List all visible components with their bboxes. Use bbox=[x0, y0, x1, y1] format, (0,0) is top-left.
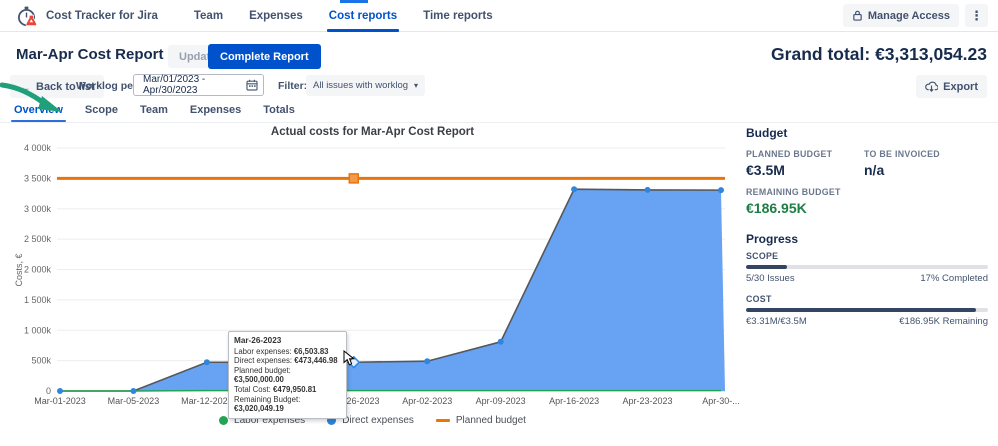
svg-text:2 000k: 2 000k bbox=[24, 265, 52, 275]
actual-costs-chart[interactable]: 0 500k 1 000k 1 500k 2 000k 2 500k 3 000k 3 500… bbox=[0, 122, 745, 414]
chart-tooltip: Mar-26-2023 Labor expenses: €6,503.83 Di… bbox=[228, 331, 347, 419]
legend-planned-budget[interactable]: Planned budget bbox=[435, 415, 526, 426]
manage-access-button[interactable]: Manage Access bbox=[842, 4, 959, 27]
svg-text:1 500k: 1 500k bbox=[24, 295, 52, 305]
filter-dropdown[interactable]: All issues with worklog ▾ bbox=[306, 75, 426, 96]
planned-budget-value: €3.5M bbox=[746, 162, 785, 178]
svg-text:Apr-16-2023: Apr-16-2023 bbox=[549, 396, 599, 406]
scope-issues: 5/30 Issues bbox=[746, 273, 795, 284]
svg-text:1 000k: 1 000k bbox=[24, 325, 52, 335]
svg-text:Apr-23-2023: Apr-23-2023 bbox=[623, 396, 673, 406]
remaining-budget-label: REMAINING BUDGET bbox=[746, 187, 841, 197]
summary-panel: Budget PLANNED BUDGET €3.5M TO BE INVOIC… bbox=[746, 126, 988, 327]
cost-progress: COST €3.31M/€3.5M €186.95K Remaining bbox=[746, 294, 988, 327]
svg-text:Mar-26-2023: Mar-26-2023 bbox=[328, 396, 380, 406]
to-be-invoiced-value: n/a bbox=[864, 162, 885, 178]
svg-text:2 500k: 2 500k bbox=[24, 234, 52, 244]
svg-text:3 500k: 3 500k bbox=[24, 173, 52, 183]
chevron-down-icon: ▾ bbox=[414, 81, 419, 90]
filter-value: All issues with worklog bbox=[313, 80, 409, 91]
lock-icon bbox=[853, 10, 862, 21]
tooltip-row: Total Cost: €479,950.81 bbox=[234, 384, 317, 394]
nav-item-time-reports[interactable]: Time reports bbox=[423, 9, 493, 22]
tooltip-date: Mar-26-2023 bbox=[234, 336, 282, 345]
svg-text:Apr-30-...: Apr-30-... bbox=[702, 396, 740, 406]
scope-progress: SCOPE 5/30 Issues 17% Completed bbox=[746, 251, 988, 284]
svg-text:4 000k: 4 000k bbox=[24, 143, 52, 153]
worklog-period-input[interactable]: Mar/01/2023 - Apr/30/2023 bbox=[133, 74, 264, 96]
progress-heading: Progress bbox=[746, 232, 799, 246]
page-title: Mar-Apr Cost Report bbox=[16, 46, 164, 63]
filter-label: Filter: bbox=[278, 80, 308, 92]
svg-text:3 000k: 3 000k bbox=[24, 204, 52, 214]
tooltip-row: Labor expenses: €6,503.83 bbox=[234, 346, 329, 356]
svg-text:Apr-09-2023: Apr-09-2023 bbox=[476, 396, 526, 406]
svg-text:Mar-05-2023: Mar-05-2023 bbox=[108, 396, 160, 406]
cost-label: COST bbox=[746, 294, 772, 304]
cost-progress-fill bbox=[746, 308, 976, 312]
scope-progress-bar bbox=[746, 265, 988, 269]
cost-chart-section: Actual costs for Mar-Apr Cost Report 0 50… bbox=[0, 122, 745, 434]
report-tabs: Overview Scope Team Expenses Totals bbox=[0, 102, 998, 123]
tooltip-row: Direct expenses: €473,446.98 bbox=[234, 356, 338, 366]
top-nav-bar: Cost Tracker for Jira Team Expenses Cost… bbox=[0, 0, 998, 32]
browser-loading-indicator bbox=[340, 0, 368, 3]
tab-team[interactable]: Team bbox=[139, 104, 168, 116]
export-label: Export bbox=[943, 80, 978, 93]
planned-budget-line-icon bbox=[435, 419, 450, 422]
chart-legend: Labor expenses Direct expenses Planned b… bbox=[0, 415, 745, 426]
tab-totals[interactable]: Totals bbox=[263, 104, 295, 116]
planned-budget-label: PLANNED BUDGET bbox=[746, 149, 833, 159]
tab-overview[interactable]: Overview bbox=[11, 104, 66, 122]
cost-progress-bar bbox=[746, 308, 988, 312]
scope-progress-fill bbox=[746, 265, 788, 269]
remaining-budget-value: €186.95K bbox=[746, 200, 807, 216]
labor-expenses-dot-icon bbox=[219, 416, 229, 425]
nav-item-expenses[interactable]: Expenses bbox=[249, 9, 303, 22]
budget-heading: Budget bbox=[746, 126, 788, 140]
back-arrow-icon: ← bbox=[19, 79, 31, 94]
svg-text:Costs, €: Costs, € bbox=[14, 253, 24, 286]
calendar-icon[interactable] bbox=[246, 79, 258, 91]
tooltip-row: Planned budget: €3,500,000.00 bbox=[234, 365, 291, 385]
worklog-period-value: Mar/01/2023 - Apr/30/2023 bbox=[143, 74, 206, 96]
manage-access-label: Manage Access bbox=[867, 9, 950, 22]
legend-direct-expenses[interactable]: Direct expenses bbox=[327, 415, 414, 426]
tab-scope[interactable]: Scope bbox=[84, 104, 118, 116]
svg-text:Apr-02-2023: Apr-02-2023 bbox=[402, 396, 452, 406]
cost-ratio: €3.31M/€3.5M bbox=[746, 316, 807, 327]
legend-direct-label: Direct expenses bbox=[342, 415, 414, 426]
cost-remaining: €186.95K Remaining bbox=[899, 316, 988, 327]
svg-text:Mar-01-2023: Mar-01-2023 bbox=[34, 396, 86, 406]
export-button[interactable]: Export bbox=[916, 75, 987, 98]
complete-report-button[interactable]: Complete Report bbox=[208, 44, 321, 69]
direct-expenses-dot-icon bbox=[327, 416, 337, 425]
to-be-invoiced-label: TO BE INVOICED bbox=[864, 149, 940, 159]
export-cloud-icon bbox=[925, 81, 939, 92]
legend-labor-expenses[interactable]: Labor expenses bbox=[219, 415, 305, 426]
scope-completed: 17% Completed bbox=[920, 273, 988, 284]
more-options-button[interactable]: ⋮ bbox=[965, 4, 988, 27]
legend-planned-label: Planned budget bbox=[455, 415, 526, 426]
svg-text:500k: 500k bbox=[31, 356, 51, 366]
legend-labor-label: Labor expenses bbox=[234, 415, 306, 426]
back-to-list-label: Back to list bbox=[36, 80, 95, 93]
app-title: Cost Tracker for Jira bbox=[46, 9, 158, 22]
svg-text:Mar-12-2023: Mar-12-2023 bbox=[181, 396, 233, 406]
chart-title: Actual costs for Mar-Apr Cost Report bbox=[270, 126, 475, 138]
nav-item-team[interactable]: Team bbox=[193, 9, 224, 22]
nav-item-cost-reports[interactable]: Cost reports bbox=[326, 0, 400, 32]
tooltip-row: Remaining Budget: €3,020,049.19 bbox=[234, 394, 301, 414]
svg-text:0: 0 bbox=[46, 386, 51, 396]
grand-total: Grand total: €3,313,054.23 bbox=[771, 44, 987, 64]
mouse-cursor-icon bbox=[343, 350, 356, 366]
scope-label: SCOPE bbox=[746, 251, 779, 261]
app-logo-icon bbox=[18, 6, 38, 26]
tab-expenses[interactable]: Expenses bbox=[189, 104, 242, 116]
